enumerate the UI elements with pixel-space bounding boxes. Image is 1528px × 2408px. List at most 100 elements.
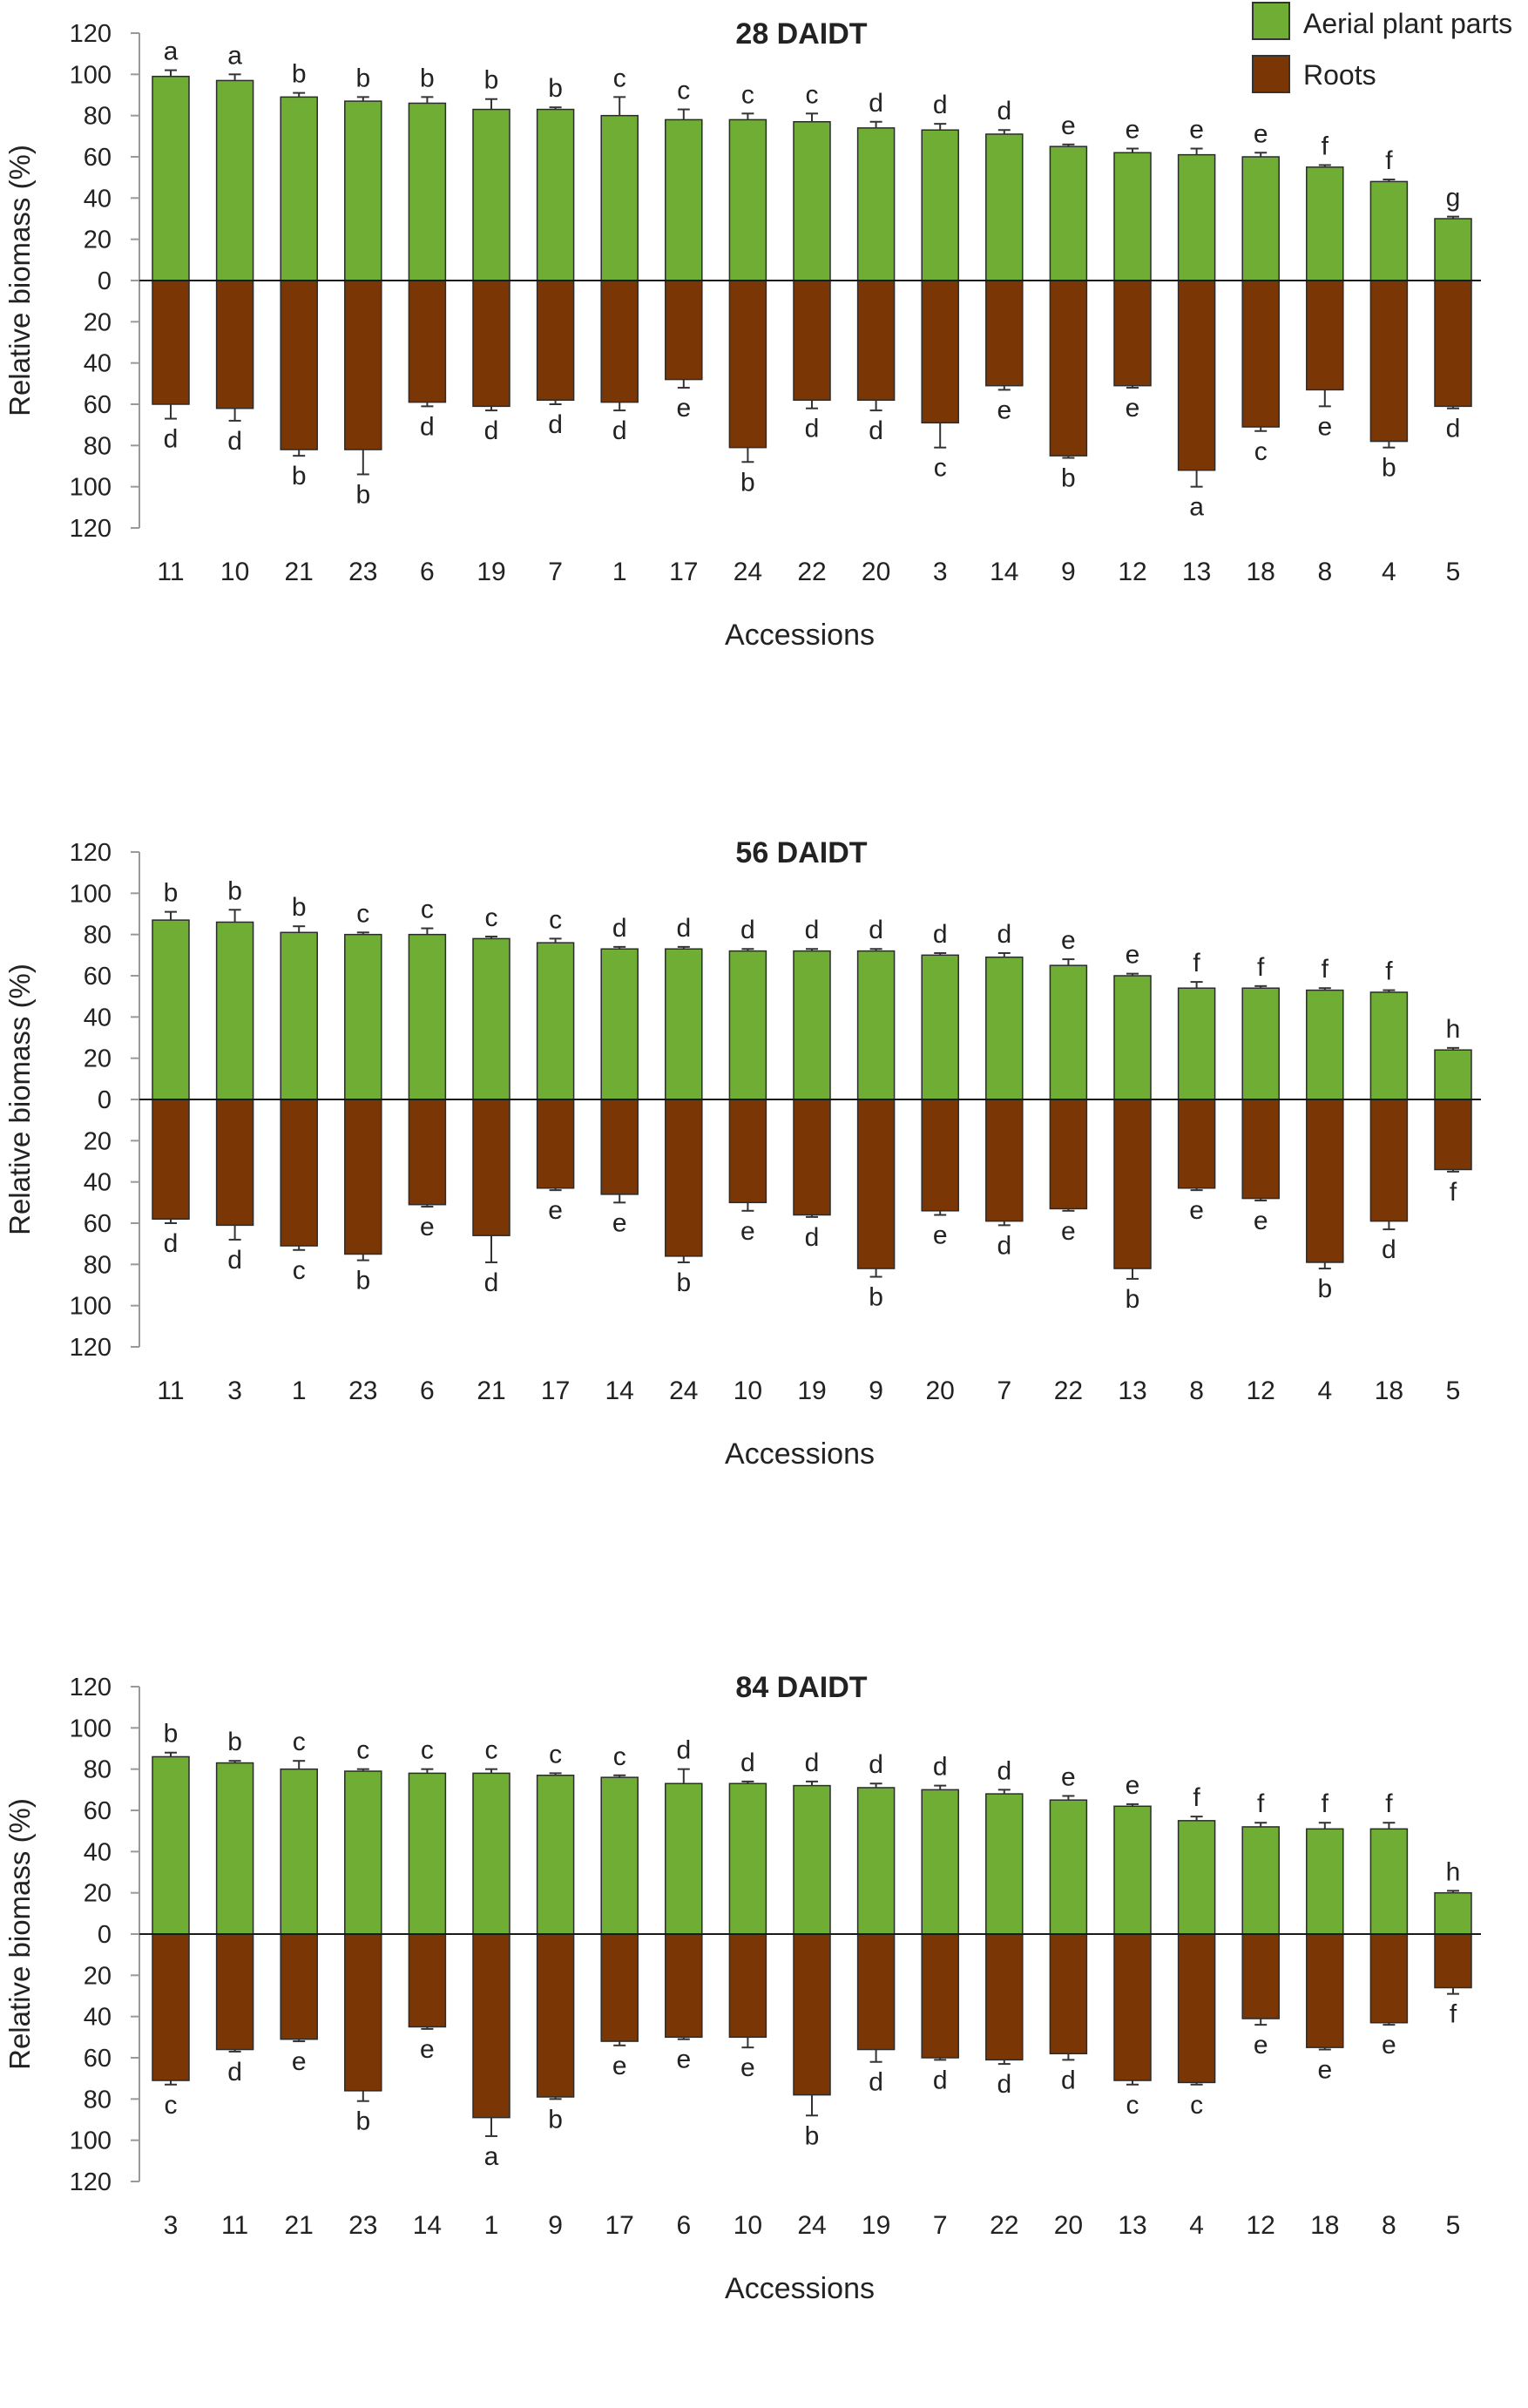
bar-roots xyxy=(921,1933,959,2059)
x-tick-label: 11 xyxy=(157,558,184,586)
bar-aerial xyxy=(472,1772,510,1935)
x-tick-label: 19 xyxy=(797,1376,826,1405)
significance-letter-roots: c xyxy=(1126,2091,1139,2120)
bar-aerial xyxy=(1049,964,1088,1100)
bar-aerial xyxy=(1369,991,1409,1100)
significance-letter-aerial: d xyxy=(676,914,691,943)
x-tick-label: 5 xyxy=(1446,2211,1461,2240)
x-tick-label: 10 xyxy=(734,1376,762,1405)
significance-letter-roots: b xyxy=(805,2121,820,2150)
bar-aerial xyxy=(1434,1891,1472,1935)
significance-letter-aerial: e xyxy=(1126,116,1140,145)
bar-aerial xyxy=(472,108,510,281)
bar-roots xyxy=(921,1099,959,1212)
x-tick-label: 24 xyxy=(734,558,762,586)
bar-roots xyxy=(1113,280,1152,387)
significance-letter-aerial: d xyxy=(933,1753,948,1782)
y-tick-label: 60 xyxy=(84,1797,112,1825)
x-tick-label: 14 xyxy=(990,558,1018,586)
y-tick-label: 80 xyxy=(84,1756,112,1784)
y-tick-label: 120 xyxy=(70,1674,112,1701)
bar-roots xyxy=(600,1099,639,1195)
significance-letter-roots: e xyxy=(420,2035,435,2064)
y-axis-label: Relative biomass (%) xyxy=(3,1798,36,2070)
significance-letter-aerial: b xyxy=(484,66,499,95)
bar-roots xyxy=(856,1933,896,2051)
y-tick-label: 120 xyxy=(70,2168,112,2196)
bar-roots xyxy=(793,280,831,402)
significance-letter-aerial: c xyxy=(293,1728,306,1756)
significance-letter-roots: b xyxy=(1061,464,1076,493)
x-tick-label: 20 xyxy=(862,558,890,586)
bar-roots xyxy=(152,1099,190,1221)
significance-letter-roots: d xyxy=(1382,1235,1396,1264)
x-tick-label: 13 xyxy=(1182,558,1211,586)
y-tick-label: 60 xyxy=(84,1210,112,1238)
bar-roots xyxy=(728,1099,767,1204)
bar-aerial xyxy=(408,102,447,281)
x-tick-label: 5 xyxy=(1446,558,1461,586)
bar-aerial xyxy=(152,75,190,281)
bar-roots xyxy=(1369,1099,1409,1222)
legend-item-roots: Roots xyxy=(1252,55,1376,93)
significance-letter-aerial: a xyxy=(164,37,179,66)
bar-aerial xyxy=(921,954,959,1100)
bar-aerial xyxy=(1306,166,1344,281)
significance-letter-aerial: d xyxy=(997,920,1011,949)
bar-aerial xyxy=(1369,180,1409,281)
x-tick-label: 24 xyxy=(797,2211,826,2240)
y-tick-label: 80 xyxy=(84,2086,112,2114)
significance-letter-aerial: b xyxy=(420,64,435,92)
legend-label-aerial: Aerial plant parts xyxy=(1303,8,1512,39)
legend-swatch-roots xyxy=(1252,55,1290,93)
bar-roots xyxy=(280,280,318,450)
bar-aerial xyxy=(728,1782,767,1935)
significance-letter-aerial: f xyxy=(1385,957,1393,986)
bar-roots xyxy=(1434,280,1472,408)
x-tick-label: 23 xyxy=(348,2211,377,2240)
bar-roots xyxy=(1177,280,1216,471)
significance-letter-aerial: c xyxy=(485,1736,498,1765)
significance-letter-aerial: b xyxy=(292,893,307,922)
significance-letter-roots: e xyxy=(1189,1196,1204,1225)
significance-letter-roots: d xyxy=(997,1231,1011,1260)
bar-aerial xyxy=(665,1782,703,1935)
bar-aerial xyxy=(856,1787,896,1935)
y-tick-label: 40 xyxy=(84,1004,112,1032)
bar-roots xyxy=(1241,1099,1280,1200)
significance-letter-aerial: d xyxy=(869,916,883,944)
significance-letter-aerial: d xyxy=(997,1756,1011,1785)
x-tick-label: 12 xyxy=(1247,2211,1275,2240)
significance-letter-roots: b xyxy=(1382,454,1396,483)
bar-roots xyxy=(985,1099,1024,1222)
bar-aerial xyxy=(600,948,639,1100)
significance-letter-aerial: d xyxy=(676,1736,691,1765)
significance-letter-aerial: c xyxy=(485,903,498,932)
bar-aerial xyxy=(793,1784,831,1935)
significance-letter-aerial: c xyxy=(613,64,626,92)
bar-aerial xyxy=(280,931,318,1100)
significance-letter-roots: c xyxy=(165,2091,178,2120)
significance-letter-roots: f xyxy=(1450,1178,1457,1207)
chart-title: 28 DAIDT xyxy=(735,17,867,51)
significance-letter-aerial: c xyxy=(421,1736,434,1765)
bar-roots xyxy=(1306,280,1344,391)
significance-letter-roots: e xyxy=(612,1208,627,1237)
x-tick-label: 7 xyxy=(548,558,563,586)
bar-aerial xyxy=(1113,152,1152,281)
significance-letter-roots: b xyxy=(1126,1285,1140,1314)
bar-roots xyxy=(856,280,896,402)
significance-letter-roots: d xyxy=(484,416,499,445)
significance-letter-roots: d xyxy=(933,2066,948,2094)
bar-aerial xyxy=(728,950,767,1100)
significance-letter-aerial: f xyxy=(1257,953,1265,982)
bar-roots xyxy=(1369,1933,1409,2024)
x-tick-label: 14 xyxy=(605,1376,634,1405)
bar-aerial xyxy=(665,118,703,281)
x-tick-label: 18 xyxy=(1247,558,1275,586)
significance-letter-roots: d xyxy=(997,2070,1011,2099)
y-tick-label: 100 xyxy=(70,1715,112,1742)
x-tick-label: 13 xyxy=(1118,2211,1146,2240)
x-tick-label: 20 xyxy=(926,1376,955,1405)
significance-letter-roots: e xyxy=(740,1217,755,1246)
